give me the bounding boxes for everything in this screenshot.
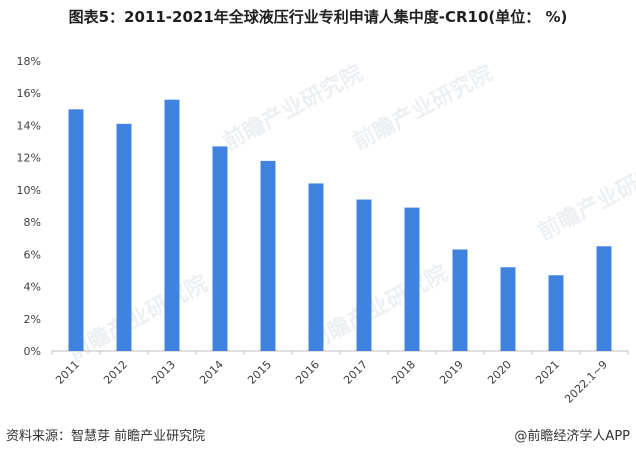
x-tick-label: 2014 [197, 358, 226, 387]
bar [548, 275, 564, 351]
bar [452, 249, 468, 351]
bar [68, 109, 84, 351]
y-tick-label: 2% [24, 313, 41, 326]
x-tick-label: 2012 [101, 358, 130, 387]
y-tick-label: 14% [17, 119, 41, 132]
bar [404, 207, 420, 351]
y-tick-label: 8% [24, 216, 41, 229]
chart-title: 图表5：2011-2021年全球液压行业专利申请人集中度-CR10(单位： %) [68, 8, 568, 26]
y-tick-label: 0% [24, 345, 41, 358]
bar [356, 199, 372, 351]
bar [164, 99, 180, 352]
x-tick-label: 2018 [389, 358, 418, 387]
x-tick-label: 2011 [53, 358, 82, 387]
y-tick-label: 6% [24, 248, 41, 261]
y-tick-label: 18% [17, 55, 41, 68]
y-tick-label: 4% [24, 281, 41, 294]
x-tick-label: 2022.1~9 [562, 358, 610, 406]
bar-chart: 0% 2% 4% 6% 8% 10% 12% 14% 16% 18% 2011 2012 2013 201… [17, 55, 629, 406]
x-tick-label: 2016 [293, 358, 322, 387]
x-tick-label: 2019 [437, 358, 466, 387]
source-note: 资料来源：智慧芽 前瞻产业研究院 [6, 429, 206, 444]
bar [212, 146, 228, 351]
x-tick-label: 2015 [245, 358, 274, 387]
bar [116, 123, 132, 351]
x-tick-label: 2017 [341, 358, 370, 387]
y-tick-label: 10% [17, 184, 41, 197]
y-tick-label: 12% [17, 152, 41, 165]
bar [260, 160, 276, 351]
app-credit: @前瞻经济学人APP [514, 429, 630, 444]
x-tick-label: 2013 [149, 358, 178, 387]
bar [308, 183, 324, 351]
x-tick-label: 2021 [533, 358, 562, 387]
bar [500, 267, 516, 351]
x-tick-label: 2020 [485, 358, 514, 387]
bar [596, 246, 612, 351]
y-tick-label: 16% [17, 87, 41, 100]
